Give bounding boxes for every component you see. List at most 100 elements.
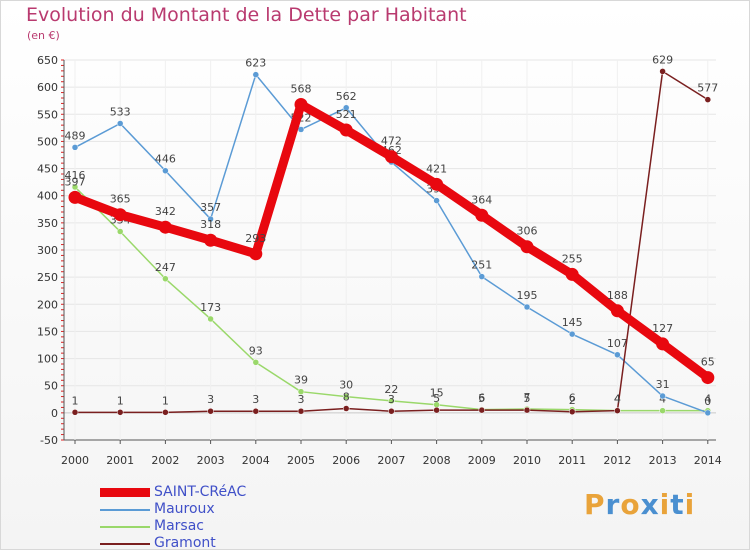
x-tick-label: 2003	[197, 454, 225, 467]
data-point	[659, 392, 666, 400]
data-point	[342, 393, 350, 400]
data-label: 5	[524, 392, 531, 405]
x-tick-label: 2008	[423, 454, 451, 467]
logo-letter: r	[605, 488, 621, 521]
data-label: 521	[336, 108, 357, 121]
data-label: 5	[478, 392, 485, 405]
legend: SAINT-CRéAC Mauroux Marsac Gramont	[100, 484, 246, 552]
y-tick-label: 400	[37, 190, 58, 203]
logo-letter: t	[670, 488, 685, 521]
data-label: 7	[524, 391, 531, 404]
data-label: 489	[65, 129, 86, 142]
x-tick-label: 2011	[558, 454, 586, 467]
data-point	[614, 407, 621, 414]
logo-letter: o	[620, 488, 641, 521]
data-label: 5	[433, 392, 440, 405]
data-label: 1	[162, 394, 169, 407]
legend-label: SAINT-CRéAC	[154, 484, 247, 500]
data-label: 4	[614, 393, 621, 406]
data-point	[704, 96, 712, 103]
data-point	[433, 197, 440, 204]
data-point	[704, 409, 712, 417]
x-tick-label: 2006	[332, 454, 360, 467]
data-point	[162, 167, 169, 174]
data-point	[252, 407, 260, 415]
x-tick-label: 2009	[468, 454, 496, 467]
data-point	[475, 208, 489, 222]
data-point	[252, 71, 260, 78]
x-tick-label: 2010	[513, 454, 541, 467]
data-point	[342, 405, 350, 412]
data-point	[71, 183, 79, 191]
data-label: 30	[339, 379, 353, 392]
data-point	[204, 233, 218, 247]
data-label: 293	[245, 232, 266, 245]
data-point	[207, 315, 214, 323]
data-label: 577	[697, 82, 718, 95]
y-tick-label: 550	[37, 108, 58, 121]
data-point	[162, 275, 169, 283]
x-tick-label: 2007	[377, 454, 405, 467]
data-label: 4	[614, 393, 621, 406]
chart-title: Evolution du Montant de la Dette par Hab…	[26, 4, 467, 26]
data-point	[656, 337, 670, 351]
y-tick-label: 200	[37, 298, 58, 311]
data-label: 127	[652, 322, 673, 335]
y-tick-label: 300	[37, 244, 58, 257]
data-point	[297, 407, 305, 415]
legend-item-saint-creac: SAINT-CRéAC	[100, 484, 246, 501]
logo-letter: i	[684, 488, 696, 521]
legend-item-gramont: Gramont	[100, 535, 246, 552]
legend-item-marsac: Marsac	[100, 518, 246, 535]
data-point	[430, 177, 444, 191]
data-label: 247	[155, 261, 176, 274]
data-label: 6	[478, 392, 485, 405]
legend-label: Mauroux	[154, 501, 215, 517]
logo-letter: i	[659, 488, 671, 521]
data-point	[384, 150, 398, 164]
x-tick-label: 2013	[649, 454, 677, 467]
data-point	[158, 220, 172, 234]
data-label: 0	[704, 395, 711, 408]
y-tick-label: 150	[37, 325, 58, 338]
data-label: 365	[110, 193, 131, 206]
data-label: 3	[388, 393, 395, 406]
legend-swatch	[100, 488, 150, 497]
data-point	[207, 407, 214, 415]
y-tick-label: 100	[37, 353, 58, 366]
x-tick-label: 2014	[694, 454, 722, 467]
data-label: 2	[569, 394, 576, 407]
data-point	[297, 126, 305, 133]
data-point	[659, 68, 666, 75]
data-label: 472	[381, 135, 402, 148]
data-label: 3	[298, 393, 305, 406]
data-point	[614, 351, 621, 359]
data-point	[71, 144, 79, 151]
data-point	[568, 330, 576, 338]
legend-label: Marsac	[154, 518, 204, 534]
data-point	[659, 407, 666, 414]
data-point	[162, 409, 169, 416]
legend-swatch	[100, 542, 150, 545]
data-label: 1	[117, 394, 124, 407]
data-point	[388, 407, 395, 415]
y-tick-label: 0	[51, 407, 58, 420]
data-point	[478, 273, 486, 280]
data-point	[252, 359, 260, 366]
data-label: 357	[200, 201, 221, 214]
data-point	[433, 406, 440, 414]
data-label: 623	[245, 57, 266, 70]
data-label: 306	[517, 225, 538, 238]
data-label: 3	[207, 393, 214, 406]
data-point	[565, 267, 579, 281]
data-label: 3	[252, 393, 259, 406]
data-label: 255	[562, 252, 583, 265]
data-point	[520, 240, 534, 254]
y-tick-label: 250	[37, 271, 58, 284]
data-label: 6	[569, 392, 576, 405]
data-point	[68, 190, 82, 204]
data-label: 251	[471, 259, 492, 272]
x-tick-label: 2012	[603, 454, 631, 467]
